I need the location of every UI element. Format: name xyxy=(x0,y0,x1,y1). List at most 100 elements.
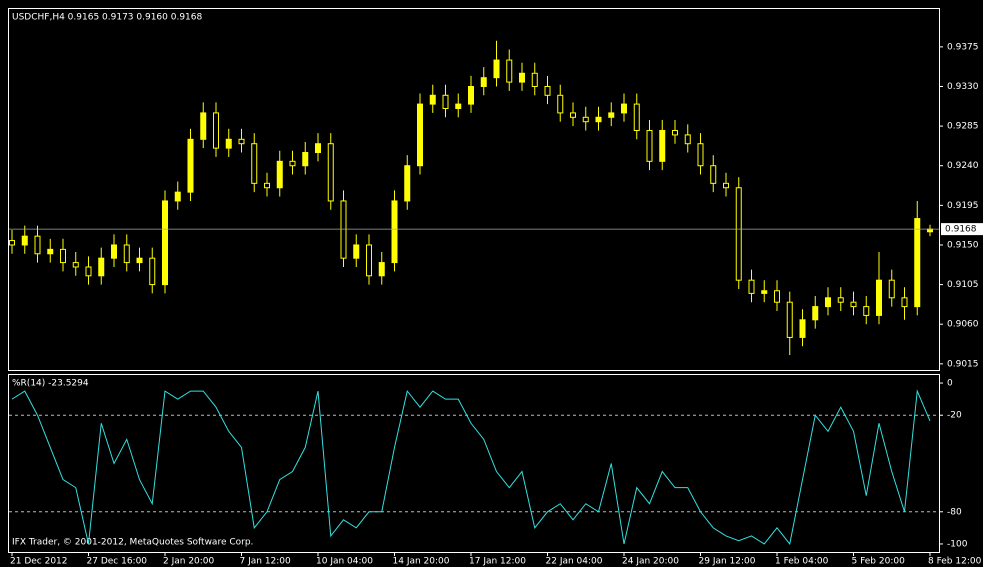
y-tick-label: 0.9330 xyxy=(947,82,979,92)
candle-body xyxy=(289,160,296,167)
x-tick-label: 10 Jan 04:00 xyxy=(316,557,373,567)
candle-body xyxy=(876,279,882,316)
candle-body xyxy=(391,200,398,264)
candle-body xyxy=(276,160,283,189)
candle-body xyxy=(315,143,321,154)
candle-body xyxy=(98,257,105,277)
x-tick-label: 7 Jan 12:00 xyxy=(240,557,292,567)
x-tick-label: 29 Jan 12:00 xyxy=(699,557,756,567)
candle-body xyxy=(429,94,436,105)
y-tick-label: 0.9285 xyxy=(947,122,979,132)
candle-body xyxy=(378,262,385,277)
candle-body xyxy=(506,59,513,83)
candle-body xyxy=(9,240,15,246)
y-tick-label: 0.9105 xyxy=(947,280,979,290)
candle-body xyxy=(327,143,334,202)
candle-body xyxy=(111,244,117,259)
x-tick-label: 5 Feb 20:00 xyxy=(852,557,906,567)
y-tick-label: 0.9195 xyxy=(947,201,979,211)
candle-body xyxy=(901,297,908,308)
y-tick-label: -100 xyxy=(947,539,968,549)
candle-body xyxy=(493,59,500,79)
candle-body xyxy=(735,187,742,281)
candle-body xyxy=(480,77,487,87)
main-panel-frame xyxy=(8,8,940,371)
candle-body xyxy=(174,191,181,202)
last-price-box xyxy=(941,223,983,236)
candle-body xyxy=(570,112,576,118)
candle-body xyxy=(213,112,219,149)
x-tick-label: 14 Jan 20:00 xyxy=(393,557,450,567)
x-tick-label: 27 Dec 16:00 xyxy=(87,557,148,567)
candle-body xyxy=(47,248,54,255)
indicator-title: %R(14) -23.5294 xyxy=(12,379,89,389)
candle-body xyxy=(136,257,143,264)
copyright: IFX Trader, © 2001-2012, MetaQuotes Soft… xyxy=(12,538,253,548)
candle-body xyxy=(302,152,309,167)
y-tick-label: 0.9015 xyxy=(947,359,979,369)
candle-body xyxy=(225,138,232,149)
candle-body xyxy=(72,262,79,268)
candle-body xyxy=(684,134,691,145)
candle-body xyxy=(748,279,755,294)
candle-body xyxy=(21,235,28,246)
candle-body xyxy=(468,85,474,105)
indicator-panel-frame xyxy=(8,374,940,553)
x-tick-label: 21 Dec 2012 xyxy=(10,557,68,567)
x-tick-label: 1 Feb 04:00 xyxy=(775,557,829,567)
candle-body xyxy=(761,290,768,294)
candle-body xyxy=(238,138,245,145)
candle-body xyxy=(60,248,66,264)
candle-body xyxy=(863,306,870,316)
x-tick-label: 24 Jan 20:00 xyxy=(622,557,679,567)
candle-body xyxy=(850,301,857,308)
candle-body xyxy=(519,72,525,83)
candle-body xyxy=(404,165,411,202)
candle-body xyxy=(85,266,92,277)
candle-body xyxy=(200,112,207,140)
candle-body xyxy=(353,244,360,259)
candle-body xyxy=(633,103,640,132)
candle-body xyxy=(659,130,666,162)
candle-body xyxy=(264,182,270,189)
candle-body xyxy=(582,116,589,123)
candle-body xyxy=(251,143,258,184)
candle-body xyxy=(774,290,780,303)
candle-body xyxy=(417,103,423,167)
candle-body xyxy=(825,297,831,308)
candle-body xyxy=(608,112,615,118)
candle-body xyxy=(914,218,921,308)
candle-body xyxy=(531,72,538,87)
candle-body xyxy=(646,130,653,162)
indicator-line xyxy=(11,389,931,546)
candle-body xyxy=(723,182,729,189)
candle-body xyxy=(162,200,168,286)
candle-body xyxy=(595,116,602,123)
candle-body xyxy=(888,279,895,299)
candle-body xyxy=(544,85,551,96)
x-tick-label: 2 Jan 20:00 xyxy=(163,557,215,567)
candle-body xyxy=(697,143,704,167)
x-tick-label: 8 Feb 12:00 xyxy=(928,557,982,567)
candle-body xyxy=(621,103,627,114)
candle-body xyxy=(366,244,372,277)
y-tick-label: 0.9060 xyxy=(947,320,979,330)
y-tick-label: -20 xyxy=(947,411,962,421)
candle-body xyxy=(557,94,564,114)
x-tick-label: 22 Jan 04:00 xyxy=(546,557,603,567)
candle-body xyxy=(149,257,156,286)
candle-body xyxy=(123,244,130,264)
y-tick-label: 0.9240 xyxy=(947,161,979,171)
y-tick-label: 0.9150 xyxy=(947,240,979,250)
candle-body xyxy=(187,138,194,193)
y-tick-label: 0 xyxy=(947,379,953,389)
candle-body xyxy=(786,301,793,338)
candle-body xyxy=(340,200,347,259)
x-tick-label: 17 Jan 12:00 xyxy=(469,557,526,567)
candle-body xyxy=(710,165,717,184)
candle-body xyxy=(34,235,41,255)
candle-body xyxy=(442,94,449,109)
candle-body xyxy=(837,297,844,303)
